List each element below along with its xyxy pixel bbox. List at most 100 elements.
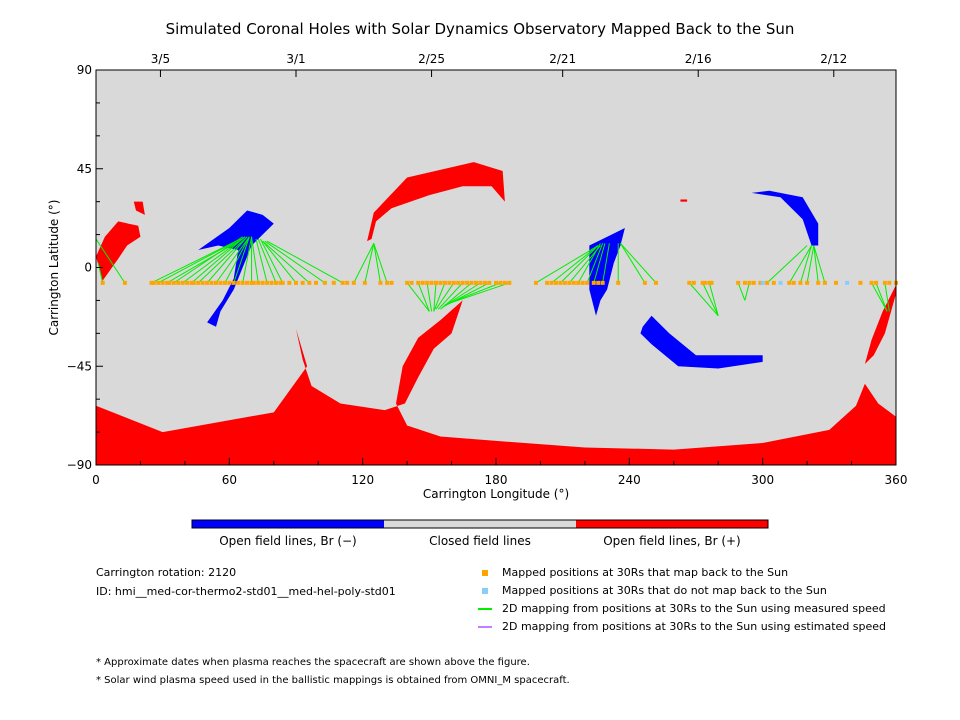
mapped-point bbox=[596, 280, 601, 285]
mapped-point bbox=[600, 280, 605, 285]
positive-open-region bbox=[367, 162, 505, 242]
mapped-point bbox=[287, 280, 292, 285]
x-tick-label: 300 bbox=[751, 473, 774, 487]
mapped-point bbox=[456, 280, 461, 285]
x-tick-label: 240 bbox=[618, 473, 641, 487]
mapping-line-measured bbox=[224, 236, 250, 284]
note-speed: * Solar wind plasma speed used in the ba… bbox=[96, 675, 570, 686]
mapped-point bbox=[200, 280, 205, 285]
positive-open-region bbox=[96, 221, 141, 281]
mapped-point bbox=[747, 280, 752, 285]
date-label: 2/12 bbox=[820, 52, 847, 66]
mapped-point bbox=[571, 280, 576, 285]
mapped-point bbox=[765, 280, 770, 285]
mapped-point bbox=[465, 280, 470, 285]
positive-open-region bbox=[96, 300, 896, 465]
mapping-line-measured bbox=[166, 238, 243, 284]
mapping-line-measured bbox=[257, 238, 277, 284]
mapped-point bbox=[205, 280, 210, 285]
mapped-point bbox=[887, 280, 892, 285]
legend-text: Mapped positions at 30Rs that do not map… bbox=[502, 584, 827, 597]
mapped-point bbox=[340, 280, 345, 285]
mapping-line-measured bbox=[262, 240, 310, 284]
mapping-line-measured bbox=[577, 243, 601, 284]
colorbar-segment bbox=[384, 520, 576, 528]
mapped-point bbox=[236, 280, 241, 285]
colorbar-label: Closed field lines bbox=[429, 534, 531, 548]
mapped-point bbox=[487, 280, 492, 285]
mapped-point bbox=[274, 280, 278, 285]
y-tick-label: −45 bbox=[67, 359, 92, 373]
mapped-point bbox=[736, 280, 741, 285]
mapped-point bbox=[385, 280, 390, 285]
mapped-point bbox=[874, 280, 878, 285]
mapped-point bbox=[805, 280, 810, 285]
mapped-point bbox=[642, 280, 647, 285]
mapped-point bbox=[176, 280, 181, 285]
mapped-point bbox=[771, 280, 776, 285]
mapped-point bbox=[702, 280, 707, 285]
mapped-point bbox=[585, 280, 590, 285]
mapped-point bbox=[442, 280, 447, 285]
mapping-line-measured bbox=[535, 245, 599, 284]
mapping-line-measured bbox=[813, 245, 826, 284]
mapped-point bbox=[425, 280, 430, 285]
carrington-rotation: Carrington rotation: 2120 bbox=[96, 566, 237, 579]
y-tick-label: −90 bbox=[67, 458, 92, 472]
mapped-point bbox=[100, 280, 105, 285]
y-tick-label: 90 bbox=[77, 63, 92, 77]
mapped-point bbox=[300, 280, 305, 285]
legend-text: Mapped positions at 30Rs that map back t… bbox=[502, 566, 789, 579]
mapped-point bbox=[167, 280, 172, 285]
legend-line-icon bbox=[478, 607, 492, 610]
mapping-line-measured bbox=[173, 236, 243, 284]
mapped-point bbox=[687, 280, 692, 285]
mapped-point bbox=[498, 280, 503, 285]
mapping-line-measured bbox=[197, 236, 248, 284]
mapping-line-measured bbox=[182, 236, 246, 284]
mapping-line-measured bbox=[435, 282, 455, 310]
mapped-point bbox=[280, 280, 285, 285]
positive-open-region bbox=[680, 199, 688, 202]
mapped-point bbox=[816, 280, 821, 285]
x-tick-label: 180 bbox=[485, 473, 508, 487]
mapping-line-measured bbox=[364, 243, 375, 283]
mapped-point bbox=[742, 280, 747, 285]
mapped-point bbox=[214, 280, 218, 285]
mapping-line-measured bbox=[884, 282, 890, 312]
unmapped-point bbox=[845, 280, 850, 285]
mapped-point bbox=[751, 280, 756, 285]
legend-item: 2D mapping from positions at 30Rs to the… bbox=[478, 620, 886, 633]
mapping-line-measured bbox=[215, 236, 250, 284]
mapped-point bbox=[189, 280, 194, 285]
mapping-line-measured bbox=[426, 282, 433, 312]
mapped-point bbox=[616, 280, 621, 285]
mapped-point bbox=[156, 280, 161, 285]
mapping-line-measured bbox=[406, 282, 430, 312]
x-tick-label: 60 bbox=[222, 473, 237, 487]
mapping-line-measured bbox=[593, 243, 606, 283]
mapped-point bbox=[438, 280, 443, 285]
mapped-point bbox=[251, 280, 256, 285]
mapped-point bbox=[256, 280, 261, 285]
mapped-point bbox=[482, 280, 487, 285]
mapped-point bbox=[478, 280, 483, 285]
mapped-point bbox=[389, 280, 394, 285]
y-tick-label: 0 bbox=[84, 261, 92, 275]
mapped-point bbox=[191, 280, 196, 285]
mapped-point bbox=[451, 280, 456, 285]
mapping-line-measured bbox=[437, 282, 464, 310]
mapped-point bbox=[227, 280, 232, 285]
legend-item: 2D mapping from positions at 30Rs to the… bbox=[478, 602, 886, 615]
mapping-line-measured bbox=[266, 240, 343, 284]
mapping-line-measured bbox=[788, 245, 812, 284]
mapped-point bbox=[420, 280, 425, 285]
mapping-line-measured bbox=[264, 240, 326, 284]
negative-open-region bbox=[751, 190, 819, 246]
negative-open-region bbox=[198, 210, 274, 327]
date-label: 2/16 bbox=[685, 52, 712, 66]
mapping-line-measured bbox=[262, 240, 297, 284]
mapped-point bbox=[345, 280, 350, 285]
mapped-point bbox=[362, 280, 367, 285]
legend-item: Mapped positions at 30Rs that do not map… bbox=[478, 584, 827, 597]
